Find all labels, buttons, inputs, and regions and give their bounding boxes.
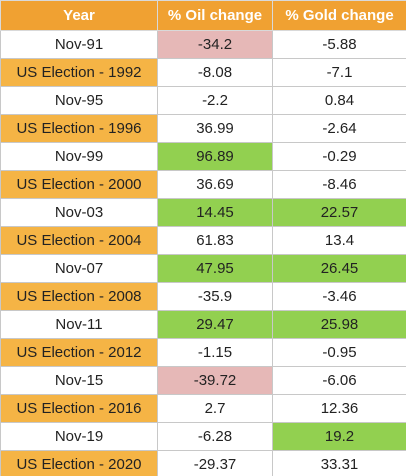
value-cell: -34.2 — [157, 30, 273, 59]
table-row: US Election - 2020 -29.37 33.31 — [0, 450, 406, 476]
year-cell: Nov-95 — [0, 86, 158, 115]
year-cell: US Election - 1996 — [0, 114, 158, 143]
value-cell: 96.89 — [157, 142, 273, 171]
value-cell: -8.46 — [272, 170, 406, 199]
value-cell: 61.83 — [157, 226, 273, 255]
year-cell: Nov-11 — [0, 310, 158, 339]
year-cell: Nov-91 — [0, 30, 158, 59]
value-cell: -29.37 — [157, 450, 273, 476]
table-row: Nov-19 -6.28 19.2 — [0, 422, 406, 451]
table-row: Nov-07 47.95 26.45 — [0, 254, 406, 283]
header-cell: Year — [0, 0, 158, 31]
value-cell: 14.45 — [157, 198, 273, 227]
table-row: US Election - 1996 36.99 -2.64 — [0, 114, 406, 143]
table-row: Nov-91 -34.2 -5.88 — [0, 30, 406, 59]
table-row: US Election - 2008 -35.9 -3.46 — [0, 282, 406, 311]
value-cell: -1.15 — [157, 338, 273, 367]
value-cell: -2.2 — [157, 86, 273, 115]
value-cell: -0.29 — [272, 142, 406, 171]
year-cell: Nov-99 — [0, 142, 158, 171]
table-row: US Election - 2000 36.69 -8.46 — [0, 170, 406, 199]
value-cell: 19.2 — [272, 422, 406, 451]
value-cell: 47.95 — [157, 254, 273, 283]
year-cell: Nov-03 — [0, 198, 158, 227]
year-cell: Nov-19 — [0, 422, 158, 451]
table-row: Nov-15 -39.72 -6.06 — [0, 366, 406, 395]
header-cell: % Gold change — [272, 0, 406, 31]
value-cell: -2.64 — [272, 114, 406, 143]
year-cell: US Election - 2012 — [0, 338, 158, 367]
value-cell: -7.1 — [272, 58, 406, 87]
value-cell: -6.28 — [157, 422, 273, 451]
value-cell: 2.7 — [157, 394, 273, 423]
value-cell: -3.46 — [272, 282, 406, 311]
value-cell: 33.31 — [272, 450, 406, 476]
table-row: Nov-99 96.89 -0.29 — [0, 142, 406, 171]
year-cell: Nov-15 — [0, 366, 158, 395]
value-cell: 22.57 — [272, 198, 406, 227]
value-cell: 36.69 — [157, 170, 273, 199]
value-cell: -0.95 — [272, 338, 406, 367]
value-cell: 29.47 — [157, 310, 273, 339]
value-cell: 26.45 — [272, 254, 406, 283]
value-cell: -5.88 — [272, 30, 406, 59]
year-cell: US Election - 2020 — [0, 450, 158, 476]
value-cell: 12.36 — [272, 394, 406, 423]
value-cell: 0.84 — [272, 86, 406, 115]
table-body: Nov-91 -34.2 -5.88 US Election - 1992 -8.08-… — [0, 30, 406, 476]
value-cell: 13.4 — [272, 226, 406, 255]
year-cell: US Election - 2004 — [0, 226, 158, 255]
value-cell: -35.9 — [157, 282, 273, 311]
year-cell: Nov-07 — [0, 254, 158, 283]
table-row: US Election - 2012 -1.15 -0.95 — [0, 338, 406, 367]
header-row: Year% Oil change% Gold change — [0, 0, 406, 31]
year-cell: US Election - 2016 — [0, 394, 158, 423]
table-row: US Election - 2004 61.83 13.4 — [0, 226, 406, 255]
value-cell: -8.08 — [157, 58, 273, 87]
table-row: Nov-03 14.45 22.57 — [0, 198, 406, 227]
table-row: US Election - 2016 2.7 12.36 — [0, 394, 406, 423]
value-cell: -6.06 — [272, 366, 406, 395]
year-cell: US Election - 2008 — [0, 282, 158, 311]
year-cell: US Election - 2000 — [0, 170, 158, 199]
value-cell: 25.98 — [272, 310, 406, 339]
header-cell: % Oil change — [157, 0, 273, 31]
value-cell: -39.72 — [157, 366, 273, 395]
table-row: US Election - 1992 -8.08 -7.1 — [0, 58, 406, 87]
table-row: Nov-11 29.47 25.98 — [0, 310, 406, 339]
year-cell: US Election - 1992 — [0, 58, 158, 87]
value-cell: 36.99 — [157, 114, 273, 143]
table-row: Nov-95 -2.2 0.84 — [0, 86, 406, 115]
